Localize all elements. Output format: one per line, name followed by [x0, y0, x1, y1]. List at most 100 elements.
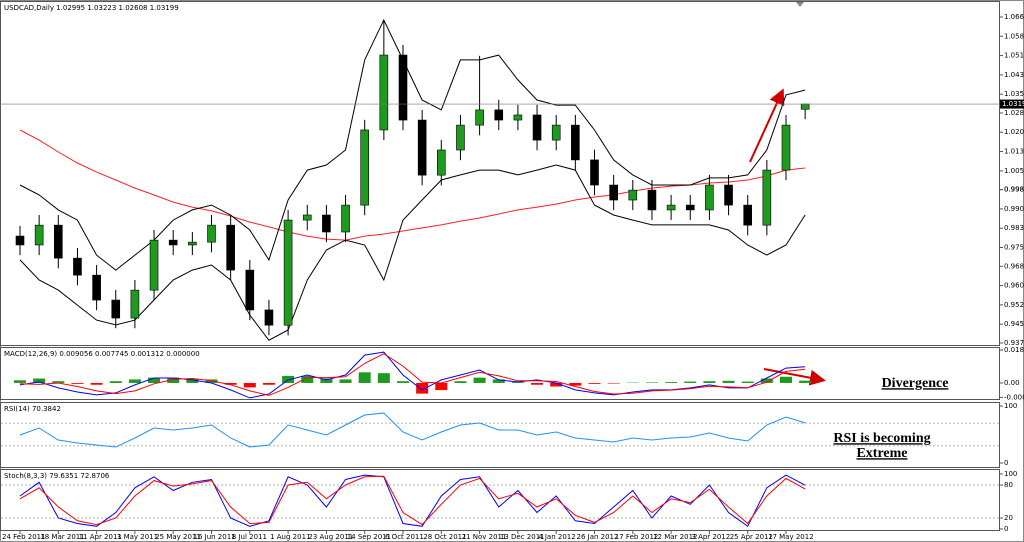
candle-body [513, 114, 523, 121]
histogram-bar [14, 380, 26, 383]
x-tick-label: 17 Feb 2012 [615, 533, 659, 541]
candle-body [341, 204, 350, 233]
candle-body [762, 169, 772, 226]
annotation: Extreme [856, 446, 907, 461]
histogram-bar [33, 378, 46, 383]
candle-body [207, 224, 216, 243]
candle-body [149, 239, 159, 291]
shift-marker [796, 2, 804, 7]
y-tick-label: 0.9983 [1004, 186, 1024, 194]
y-tick-label: 0.95290 [1004, 301, 1024, 309]
candle-body [15, 235, 25, 246]
histogram-bar [416, 382, 429, 394]
histogram-bar [588, 382, 601, 384]
y-tick-label: 0.018547 [1004, 346, 1024, 354]
histogram-bar [569, 382, 582, 386]
panel-frame [0, 1, 1000, 346]
candle-body [436, 149, 446, 176]
histogram-bar [262, 382, 275, 385]
candle-body [456, 124, 465, 151]
histogram-bar [722, 380, 735, 383]
y-tick-label: 100 [1004, 402, 1017, 410]
histogram-bar [148, 377, 161, 383]
histogram-bar [454, 381, 467, 383]
histogram-bar [799, 380, 812, 383]
candle-body [666, 204, 676, 211]
candle-body [379, 54, 389, 131]
candle-body [111, 299, 121, 319]
candle-body [705, 184, 714, 211]
histogram-bar [741, 381, 754, 383]
histogram-bar [607, 382, 620, 384]
divergence-arrow [763, 368, 826, 386]
histogram-bar [301, 375, 314, 383]
x-tick-label: 25 Apr 2012 [730, 533, 773, 541]
indicator-line [19, 475, 806, 526]
candle-body [322, 214, 331, 233]
candle-body [302, 214, 312, 221]
y-tick-label: 1.02850 [1004, 109, 1024, 117]
x-tick-label: 14 Sep 2011 [347, 533, 391, 541]
x-tick-label: 18 Mar 2011 [40, 533, 84, 541]
histogram-bar [435, 382, 448, 391]
indicator-line [19, 129, 806, 241]
candle-body [532, 114, 542, 141]
candle-body [628, 189, 638, 201]
y-tick-label: 0.98310 [1004, 224, 1024, 232]
histogram-bar [531, 382, 544, 385]
price-label-box [1000, 99, 1024, 109]
histogram-bar [71, 382, 84, 384]
y-tick-label: 1.01330 [1004, 148, 1024, 156]
candle-body [590, 159, 599, 186]
candle-body [647, 189, 657, 211]
indicator-line [19, 353, 806, 396]
candle-body [743, 204, 753, 226]
candle-body [551, 124, 561, 141]
indicator-line [19, 164, 806, 341]
y-tick-label: 20 [1004, 514, 1013, 522]
y-tick-label: 0.00 [1004, 379, 1020, 387]
histogram-bar [492, 379, 505, 383]
trend-arrow [749, 88, 785, 163]
x-tick-label: 13 Dec 2011 [500, 533, 545, 541]
histogram-bar [339, 379, 352, 383]
histogram-bar [320, 378, 333, 383]
y-tick-label: 80 [1004, 481, 1013, 489]
candle-body [800, 103, 810, 110]
x-tick-label: 23 Aug 2011 [308, 533, 353, 541]
y-tick-label: 0.99070 [1004, 205, 1024, 213]
y-tick-label: 1.04350 [1004, 71, 1024, 79]
panel-title: MACD(12,26,9) 0.009056 0.007745 0.001312… [4, 350, 200, 358]
candle-body [168, 239, 178, 246]
histogram-bar [377, 373, 390, 383]
candle-body [283, 219, 293, 326]
candle-body [398, 54, 408, 121]
x-tick-label: 24 Feb 2011 [2, 533, 46, 541]
annotation: RSI is becoming [833, 431, 930, 446]
x-tick-label: 25 May 2011 [155, 533, 201, 541]
y-tick-label: 1.03590 [1004, 90, 1024, 98]
histogram-bar [52, 381, 65, 383]
histogram-bar [550, 382, 563, 387]
indicator-line [19, 474, 806, 528]
candle-body [264, 309, 274, 326]
panel-title: Stoch(8,3,3) 79.6351 72.8706 [4, 472, 110, 480]
x-tick-label: 1 Aug 2011 [270, 533, 310, 541]
histogram-bar [665, 382, 678, 383]
x-tick-label: 3 May 2011 [117, 533, 158, 541]
y-tick-label: -0.00814 [1004, 393, 1024, 401]
histogram-bar [760, 378, 773, 383]
y-tick-label: 0.97550 [1004, 243, 1024, 251]
y-tick-label: 1.00570 [1004, 167, 1024, 175]
candle-body [73, 257, 82, 276]
histogram-bar [684, 381, 697, 383]
x-tick-label: 6 Oct 2011 [385, 533, 424, 541]
y-tick-label: 0 [1004, 459, 1008, 467]
candle-body [609, 184, 618, 201]
histogram-bar [128, 379, 141, 383]
y-tick-label: 0.94530 [1004, 320, 1024, 328]
y-tick-label: 1.05110 [1004, 52, 1024, 60]
y-tick-label: 0.96050 [1004, 282, 1024, 290]
